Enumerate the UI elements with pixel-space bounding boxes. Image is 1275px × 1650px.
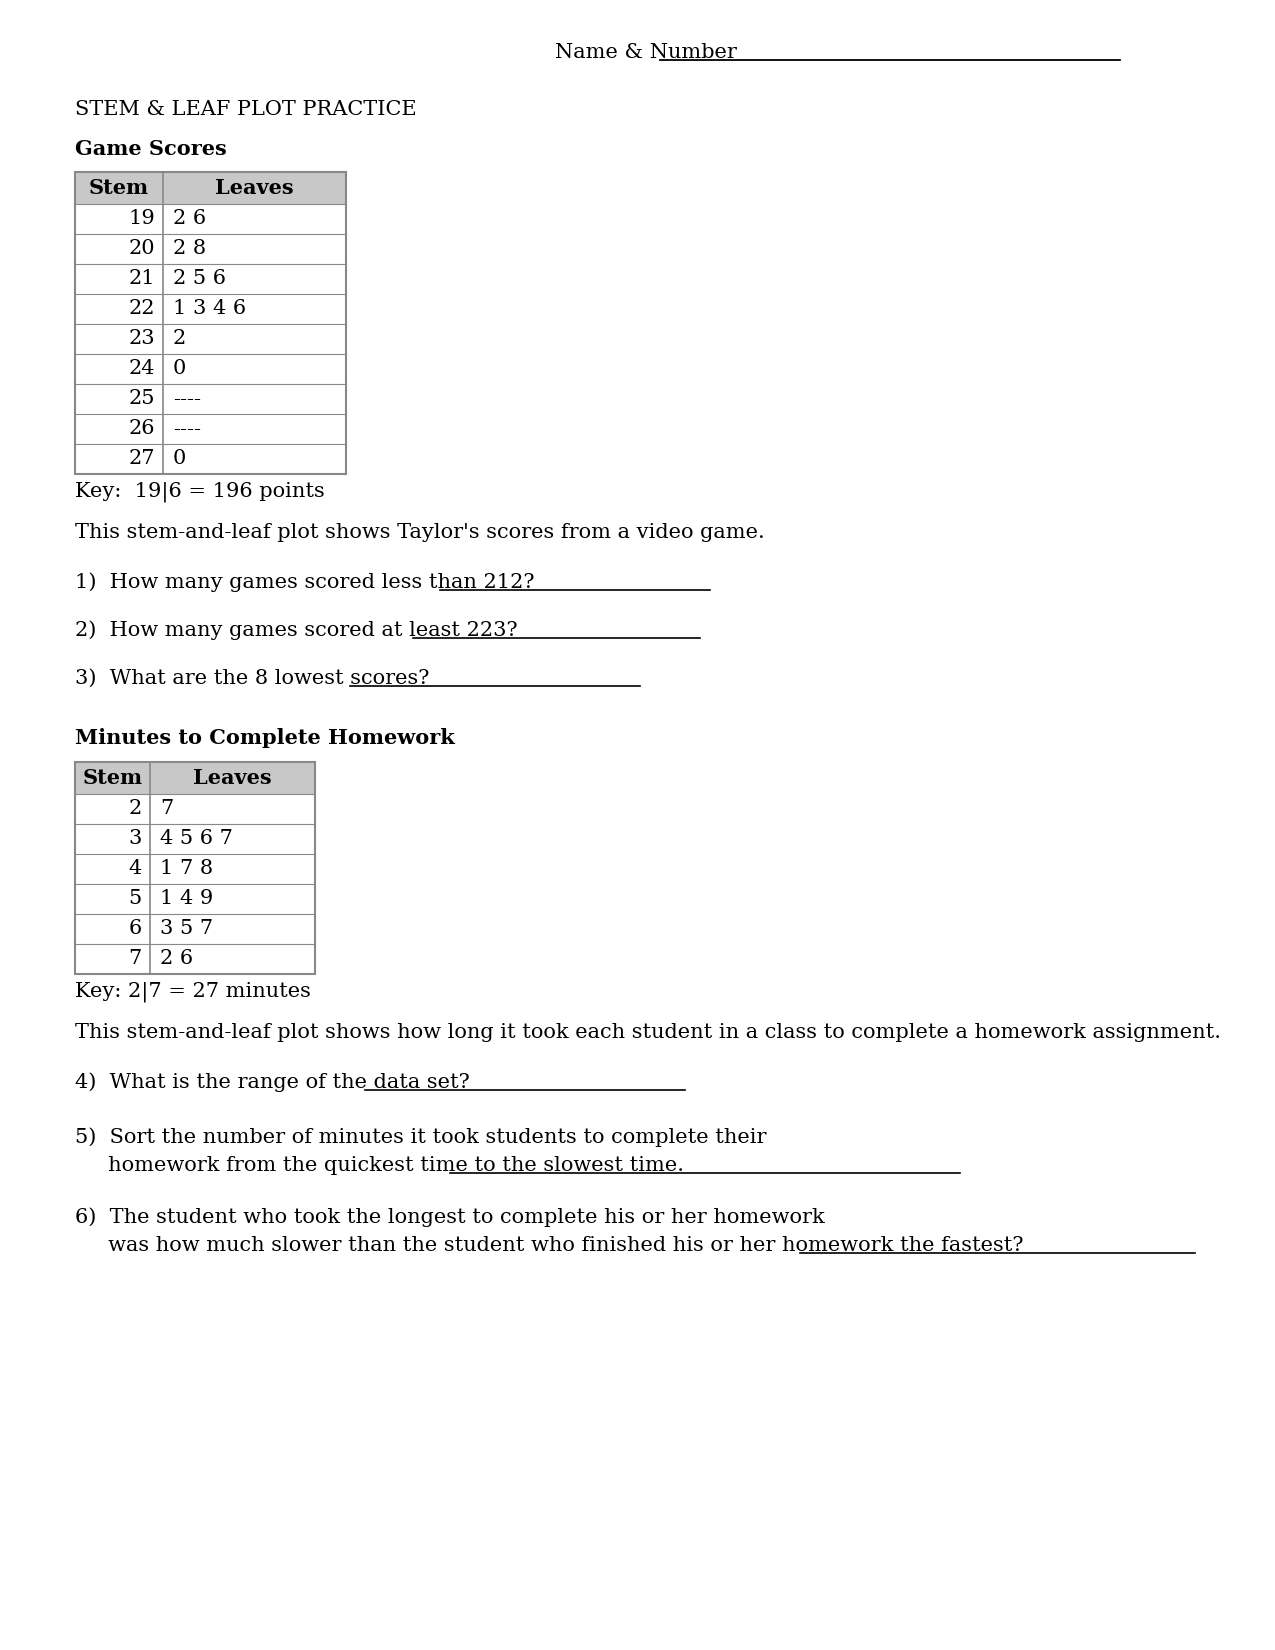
Text: 4 5 6 7: 4 5 6 7 xyxy=(159,830,233,848)
Text: 1)  How many games scored less than 212?: 1) How many games scored less than 212? xyxy=(75,573,541,592)
Text: 0: 0 xyxy=(173,449,186,469)
Text: Stem: Stem xyxy=(83,767,143,789)
Bar xyxy=(75,172,346,205)
Text: 7: 7 xyxy=(129,949,142,969)
Text: 6: 6 xyxy=(129,919,142,939)
Text: 21: 21 xyxy=(129,269,156,289)
Text: 2: 2 xyxy=(129,800,142,818)
Text: 4)  What is the range of the data set?: 4) What is the range of the data set? xyxy=(75,1072,469,1092)
Text: 1 3 4 6: 1 3 4 6 xyxy=(173,300,246,318)
Text: homework from the quickest time to the slowest time.: homework from the quickest time to the s… xyxy=(75,1157,683,1175)
Bar xyxy=(75,172,346,474)
Text: 3)  What are the 8 lowest scores?: 3) What are the 8 lowest scores? xyxy=(75,668,430,688)
Text: 5)  Sort the number of minutes it took students to complete their: 5) Sort the number of minutes it took st… xyxy=(75,1127,766,1147)
Text: 2 5 6: 2 5 6 xyxy=(173,269,226,289)
Text: Stem: Stem xyxy=(89,178,149,198)
Text: 5: 5 xyxy=(129,889,142,909)
Text: 2)  How many games scored at least 223?: 2) How many games scored at least 223? xyxy=(75,620,518,640)
Text: 27: 27 xyxy=(129,449,156,469)
Text: 1 4 9: 1 4 9 xyxy=(159,889,213,909)
Text: Minutes to Complete Homework: Minutes to Complete Homework xyxy=(75,728,455,747)
Text: 2 6: 2 6 xyxy=(173,210,207,228)
Text: 20: 20 xyxy=(129,239,156,259)
Text: Name & Number: Name & Number xyxy=(555,43,737,63)
Text: This stem-and-leaf plot shows Taylor's scores from a video game.: This stem-and-leaf plot shows Taylor's s… xyxy=(75,523,765,541)
Text: 23: 23 xyxy=(129,330,156,348)
Text: Leaves: Leaves xyxy=(194,767,272,789)
Text: 3: 3 xyxy=(129,830,142,848)
Text: 3 5 7: 3 5 7 xyxy=(159,919,213,939)
Text: 26: 26 xyxy=(129,419,156,439)
Text: was how much slower than the student who finished his or her homework the fastes: was how much slower than the student who… xyxy=(75,1236,1024,1256)
Text: Game Scores: Game Scores xyxy=(75,139,227,158)
Text: 4: 4 xyxy=(129,860,142,878)
Text: ----: ---- xyxy=(173,389,201,409)
Text: 6)  The student who took the longest to complete his or her homework: 6) The student who took the longest to c… xyxy=(75,1208,825,1228)
Text: 2 8: 2 8 xyxy=(173,239,207,259)
Text: 0: 0 xyxy=(173,360,186,378)
Bar xyxy=(75,172,346,474)
Text: This stem-and-leaf plot shows how long it took each student in a class to comple: This stem-and-leaf plot shows how long i… xyxy=(75,1023,1221,1043)
Text: 19: 19 xyxy=(129,210,156,228)
Text: STEM & LEAF PLOT PRACTICE: STEM & LEAF PLOT PRACTICE xyxy=(75,101,417,119)
Text: 1 7 8: 1 7 8 xyxy=(159,860,213,878)
Text: 7: 7 xyxy=(159,800,173,818)
Text: Key:  19|6 = 196 points: Key: 19|6 = 196 points xyxy=(75,482,325,502)
Text: ----: ---- xyxy=(173,419,201,439)
Text: 24: 24 xyxy=(129,360,156,378)
Bar xyxy=(75,762,315,794)
Text: Leaves: Leaves xyxy=(215,178,293,198)
Bar xyxy=(75,762,315,974)
Text: 2: 2 xyxy=(173,330,186,348)
Text: 2 6: 2 6 xyxy=(159,949,193,969)
Bar xyxy=(75,762,315,974)
Text: Key: 2|7 = 27 minutes: Key: 2|7 = 27 minutes xyxy=(75,982,311,1002)
Text: 25: 25 xyxy=(129,389,156,409)
Text: 22: 22 xyxy=(129,300,156,318)
